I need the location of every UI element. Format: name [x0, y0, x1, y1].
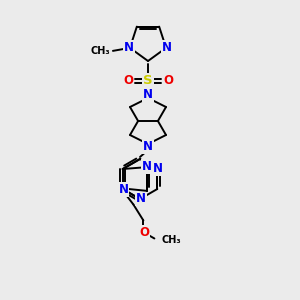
Text: O: O [163, 74, 173, 88]
Text: N: N [142, 160, 152, 172]
Text: N: N [136, 193, 146, 206]
Text: N: N [143, 88, 153, 101]
Text: N: N [124, 41, 134, 54]
Text: CH₃: CH₃ [90, 46, 110, 56]
Text: N: N [153, 163, 163, 176]
Text: S: S [143, 74, 153, 88]
Text: CH₃: CH₃ [161, 236, 181, 245]
Text: O: O [123, 74, 133, 88]
Text: O: O [140, 226, 149, 239]
Text: N: N [143, 140, 153, 154]
Text: N: N [162, 41, 172, 54]
Text: N: N [118, 183, 128, 196]
